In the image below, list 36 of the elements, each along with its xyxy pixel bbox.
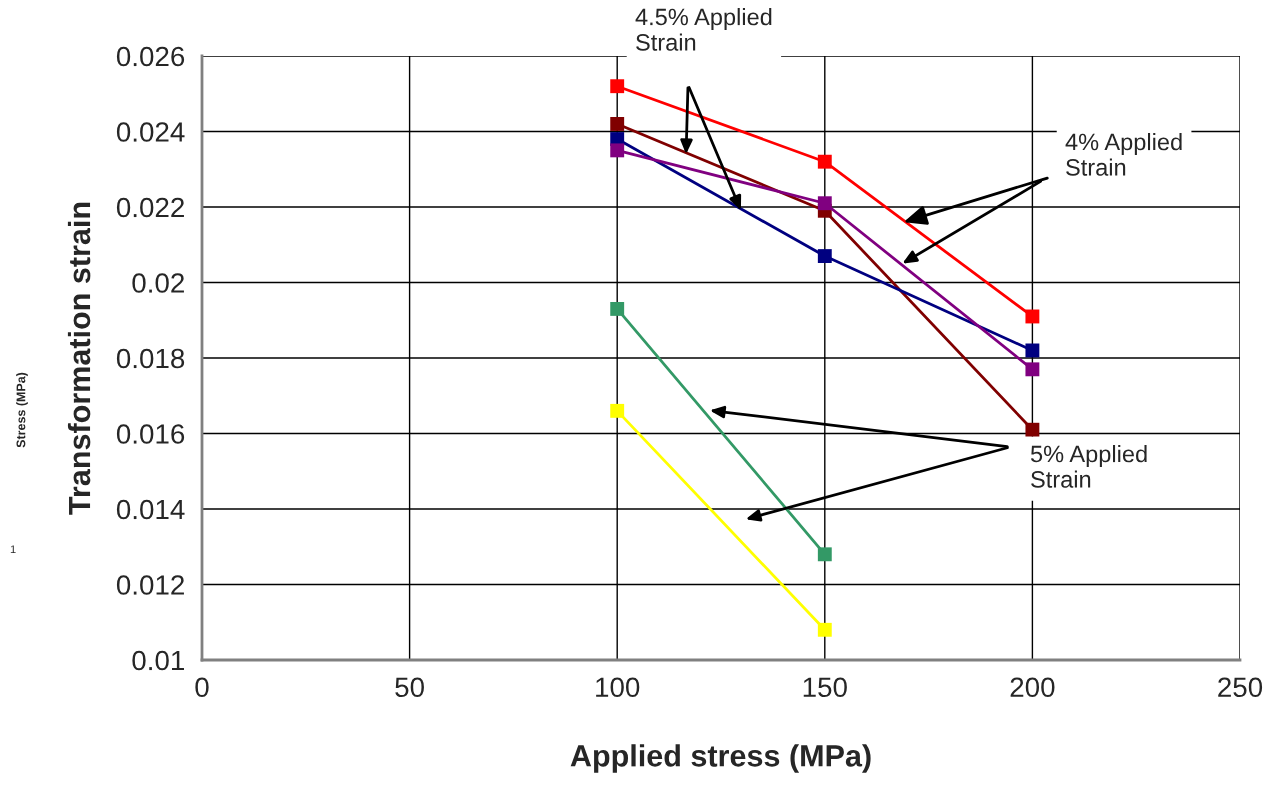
point bbox=[610, 79, 625, 94]
y-tick-label: 0.022 bbox=[116, 197, 184, 218]
y-tick-label: 0.018 bbox=[116, 348, 185, 369]
point bbox=[1025, 422, 1040, 437]
x-tick-label: 200 bbox=[1010, 677, 1055, 698]
x-tick-label: 150 bbox=[803, 677, 847, 698]
y-tick-label: 0.026 bbox=[116, 46, 185, 67]
annotation: 5% Applied Strain bbox=[1030, 445, 1147, 488]
point bbox=[817, 154, 832, 169]
point bbox=[610, 403, 625, 418]
point bbox=[817, 249, 832, 264]
point bbox=[610, 301, 625, 316]
point bbox=[817, 547, 832, 562]
point bbox=[1025, 343, 1040, 358]
text: Stress (MPa) bbox=[16, 372, 28, 448]
y-tick-label: 0.01 bbox=[132, 650, 184, 671]
text: 1 bbox=[10, 545, 16, 554]
text: 4.5% Applied Strain bbox=[635, 8, 772, 51]
y-axis-title: Transformation strain bbox=[67, 202, 91, 515]
y-tick-label: 0.014 bbox=[116, 499, 185, 520]
y-tick-label: 0.012 bbox=[116, 575, 184, 595]
y-tick-label: 0.02 bbox=[132, 273, 184, 293]
x-tick-label: 250 bbox=[1218, 677, 1263, 698]
point bbox=[610, 143, 625, 158]
x-axis-title: Applied stress (MPa) bbox=[570, 744, 871, 773]
point bbox=[817, 196, 832, 211]
point bbox=[1025, 309, 1040, 324]
y-tick-label: 0.016 bbox=[116, 424, 185, 444]
point bbox=[610, 117, 625, 131]
x-tick-label: 0 bbox=[195, 677, 209, 698]
y-tick-label: 0.024 bbox=[116, 122, 185, 142]
point bbox=[817, 622, 832, 637]
x-tick-label: 50 bbox=[395, 677, 424, 698]
annotation: 4% Applied Strain bbox=[1065, 133, 1182, 176]
x-tick-label: 100 bbox=[596, 677, 640, 698]
point bbox=[1025, 362, 1040, 377]
